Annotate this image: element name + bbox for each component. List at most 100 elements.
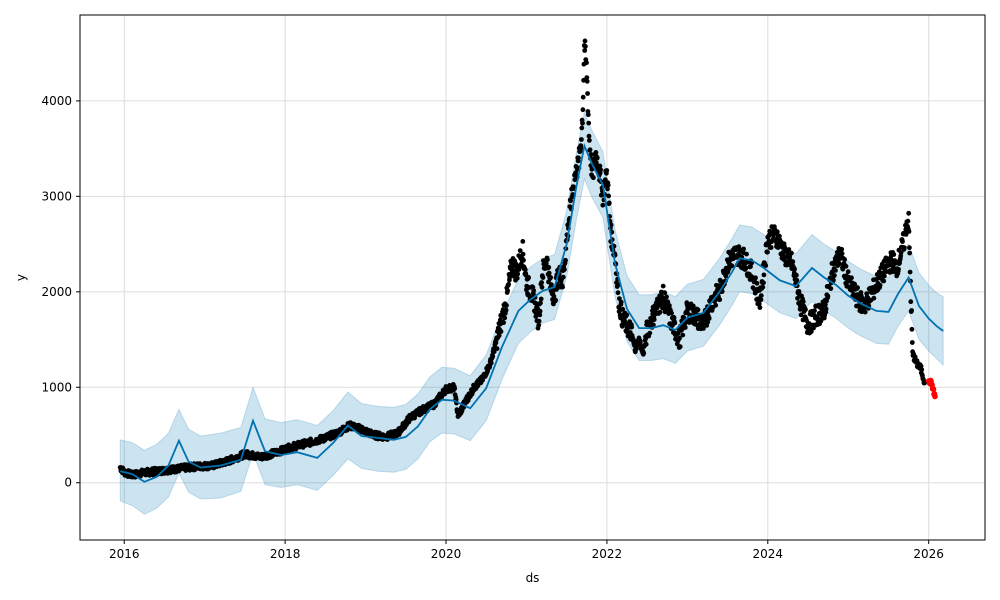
- observed-point: [677, 344, 683, 350]
- observed-point: [790, 259, 796, 265]
- observed-point: [600, 202, 606, 208]
- observed-point: [741, 246, 746, 252]
- observed-point: [760, 284, 766, 290]
- observed-point: [849, 275, 854, 281]
- observed-point: [540, 275, 546, 280]
- observed-point: [871, 295, 877, 301]
- observed-point: [651, 317, 657, 322]
- observed-point: [682, 325, 688, 330]
- observed-point: [905, 218, 911, 224]
- y-tick-label: 3000: [41, 189, 72, 203]
- observed-point: [549, 282, 554, 288]
- observed-point: [761, 280, 766, 286]
- observed-point: [794, 272, 799, 278]
- observed-point: [729, 263, 735, 269]
- observed-point: [743, 265, 749, 271]
- observed-point: [503, 307, 509, 313]
- observed-point: [774, 229, 780, 235]
- observed-point: [515, 271, 521, 277]
- observed-point: [598, 167, 603, 173]
- observed-point: [490, 354, 496, 359]
- observed-point: [545, 257, 550, 263]
- observed-point: [706, 316, 712, 321]
- observed-point: [579, 137, 584, 142]
- observed-point: [833, 268, 838, 273]
- observed-point: [517, 248, 523, 254]
- forecast-line-layer: [119, 142, 944, 483]
- y-tick-label: 0: [64, 476, 72, 490]
- future-points-layer: [925, 377, 938, 400]
- observed-point: [758, 297, 764, 303]
- observed-point: [537, 308, 543, 314]
- observed-point: [504, 303, 509, 308]
- observed-point: [584, 75, 590, 80]
- observed-point: [675, 331, 681, 336]
- observed-point: [657, 309, 663, 315]
- observed-point: [765, 249, 770, 255]
- observed-point: [669, 310, 674, 316]
- observed-point: [562, 267, 567, 272]
- observed-point: [823, 302, 828, 308]
- observed-point: [912, 354, 918, 360]
- observed-point: [705, 319, 711, 325]
- observed-point: [582, 38, 588, 44]
- observed-point: [744, 251, 749, 257]
- observed-point: [919, 367, 925, 372]
- observed-point: [594, 155, 600, 161]
- observed-point: [579, 125, 585, 131]
- observed-point: [536, 318, 542, 324]
- observed-point: [587, 147, 593, 153]
- observed-point: [690, 303, 696, 309]
- observed-point: [758, 293, 764, 298]
- observed-point: [695, 307, 701, 313]
- observed-point: [498, 329, 504, 334]
- observed-point: [583, 44, 588, 49]
- observed-point: [882, 273, 887, 279]
- observed-point: [667, 303, 672, 308]
- observed-point: [520, 251, 526, 257]
- observed-point: [546, 265, 552, 270]
- observed-point: [832, 273, 837, 278]
- observed-point: [660, 283, 666, 289]
- observed-point: [573, 170, 578, 176]
- observed-point: [606, 193, 611, 199]
- observed-point: [906, 229, 912, 234]
- observed-point: [604, 168, 610, 173]
- observed-point: [620, 306, 626, 312]
- observed-point: [763, 263, 769, 268]
- observed-point: [494, 346, 500, 351]
- observed-point: [568, 198, 573, 204]
- observed-point: [825, 293, 831, 299]
- observed-point: [584, 78, 590, 84]
- x-tick-label: 2020: [431, 547, 462, 561]
- observed-point: [543, 261, 549, 267]
- observed-point: [812, 308, 817, 314]
- observed-point: [877, 282, 883, 288]
- observed-point: [756, 301, 762, 307]
- observed-point: [699, 321, 705, 327]
- observed-point: [502, 315, 508, 321]
- observed-point: [907, 269, 913, 275]
- observed-point: [713, 302, 719, 308]
- observed-point: [539, 284, 545, 290]
- observed-point: [520, 239, 526, 244]
- observed-point: [491, 349, 497, 355]
- observed-point: [909, 340, 915, 345]
- observed-point: [800, 299, 806, 305]
- observed-point: [560, 284, 565, 290]
- observed-point: [581, 77, 586, 83]
- observed-point: [560, 274, 566, 280]
- x-tick-label: 2018: [270, 547, 301, 561]
- observed-point: [553, 297, 559, 303]
- observed-point: [907, 245, 912, 251]
- observed-point: [922, 380, 927, 386]
- observed-point: [538, 296, 544, 302]
- observed-point: [584, 60, 589, 66]
- observed-point: [585, 91, 590, 96]
- grid-lines: [80, 15, 985, 540]
- plot-frame: [79, 14, 986, 541]
- observed-point: [677, 335, 682, 341]
- observed-point: [563, 257, 568, 263]
- observed-point: [587, 138, 592, 143]
